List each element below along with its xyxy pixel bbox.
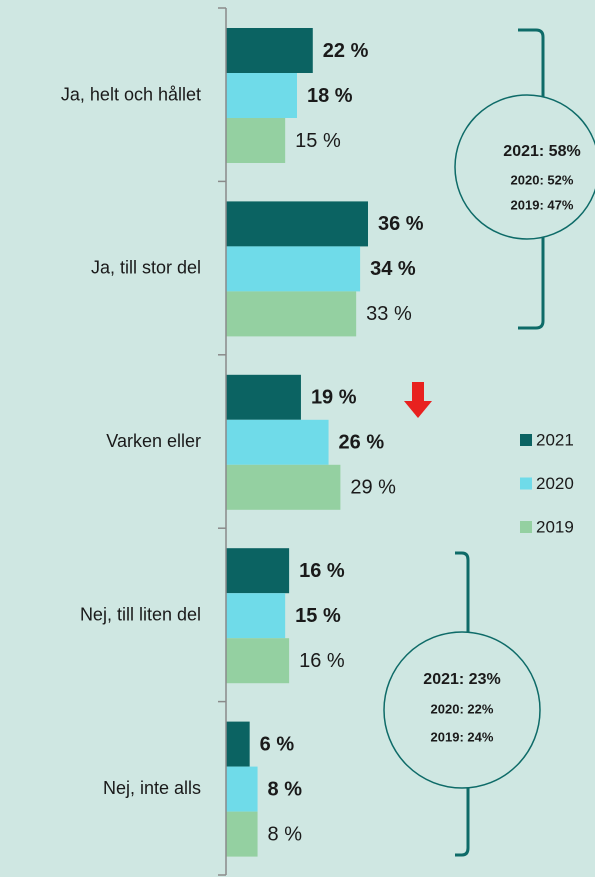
bar (226, 548, 290, 594)
summary-circle (383, 631, 541, 789)
bar (226, 464, 341, 510)
bar (226, 291, 357, 337)
down-arrow (404, 382, 432, 418)
value-label: 36 % (378, 213, 424, 235)
legend-label: 2020 (536, 474, 574, 493)
bar (226, 721, 250, 767)
legend-swatch (520, 477, 532, 490)
legend-label: 2021 (536, 430, 574, 449)
bar (226, 28, 313, 73)
bar (226, 638, 290, 684)
annotation: 2019: 24% (431, 729, 494, 744)
value-label: 16 % (299, 560, 345, 582)
value-label: 8 % (268, 778, 303, 800)
value-label: 26 % (339, 432, 385, 454)
annotation: 2019: 47% (511, 197, 574, 212)
annotation: 2021: 23% (423, 671, 500, 688)
bar (226, 201, 368, 247)
value-label: 22 % (323, 40, 369, 62)
category-label: Ja, helt och hållet (61, 84, 201, 104)
value-label: 16 % (299, 650, 345, 672)
summary-circle (454, 94, 595, 240)
annotation: 2020: 52% (511, 172, 574, 187)
bar (226, 593, 286, 639)
bar (226, 118, 286, 163)
legend-swatch (520, 434, 532, 446)
bar (226, 374, 301, 420)
category-label: Ja, till stor del (91, 258, 201, 278)
category-label: Nej, inte alls (103, 778, 201, 798)
bar (226, 811, 258, 857)
annotation: 2020: 22% (431, 701, 494, 716)
value-label: 34 % (370, 258, 416, 280)
value-label: 19 % (311, 387, 357, 409)
bar (226, 73, 297, 118)
value-label: 15 % (295, 605, 341, 627)
value-label: 15 % (295, 130, 341, 152)
legend-label: 2019 (536, 517, 574, 536)
annotation: 2021: 58% (503, 143, 580, 160)
legend-swatch (520, 521, 532, 533)
category-label: Varken eller (106, 431, 201, 451)
value-label: 18 % (307, 85, 353, 107)
value-label: 29 % (350, 477, 396, 499)
value-label: 8 % (268, 823, 303, 845)
value-label: 33 % (366, 303, 412, 325)
bar (226, 246, 361, 292)
bar (226, 419, 329, 465)
category-label: Nej, till liten del (80, 604, 201, 624)
bar (226, 766, 258, 812)
value-label: 6 % (260, 733, 295, 755)
